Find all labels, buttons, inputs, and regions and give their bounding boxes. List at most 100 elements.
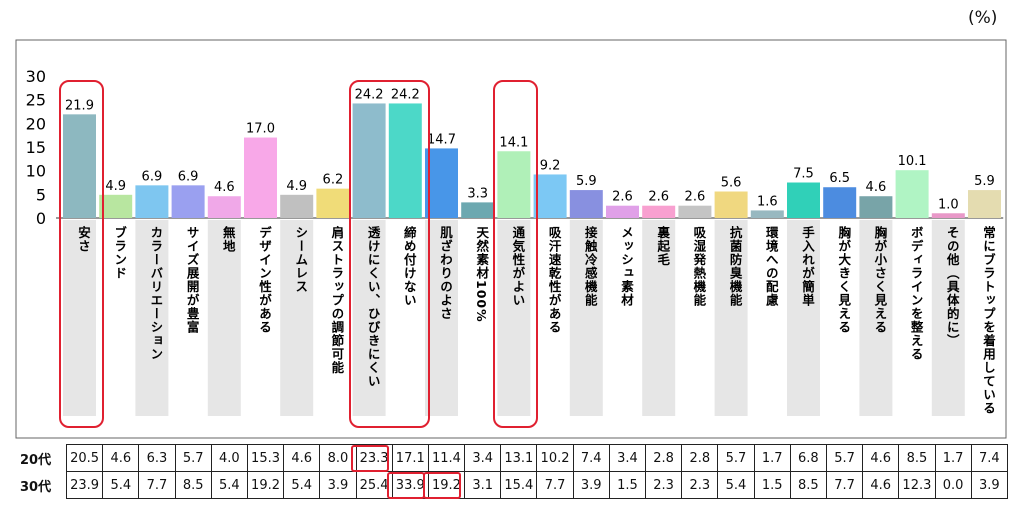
- table-cell: 4.0: [210, 444, 248, 472]
- table-cell: 19.2: [427, 471, 466, 499]
- y-tick-label: 25: [26, 91, 46, 110]
- bar: [678, 205, 712, 218]
- category-label: ブランド: [112, 225, 127, 280]
- bar: [497, 151, 531, 218]
- category-label: 常にブラトップを着用している: [981, 225, 996, 415]
- bar-value-label: 1.6: [757, 194, 778, 209]
- table-cell: 8.5: [789, 471, 827, 499]
- bar: [63, 114, 96, 218]
- category-label: 肩ストラップの調節可能: [329, 225, 344, 375]
- category-label: 安さ: [76, 225, 91, 253]
- table-cell: 10.2: [536, 444, 574, 472]
- bar: [352, 103, 386, 218]
- table-cell: 25.4: [355, 471, 393, 499]
- bar-value-label: 4.6: [214, 180, 235, 195]
- bar-value-label: 10.1: [898, 154, 927, 169]
- table-cell: 4.6: [102, 444, 140, 472]
- bar: [606, 205, 639, 218]
- bar-value-label: 4.6: [866, 180, 887, 195]
- table-cell: 8.5: [174, 471, 212, 499]
- table-cell: 5.4: [283, 471, 321, 499]
- category-label: カラーバリエーション: [148, 226, 163, 361]
- bar: [968, 190, 1001, 218]
- bar: [207, 196, 241, 218]
- table-cell: 7.4: [970, 444, 1008, 472]
- category-label: 無地: [221, 225, 236, 253]
- bar-value-label: 2.6: [612, 190, 633, 205]
- category-label: 天然素材100%: [474, 226, 489, 323]
- label-column-bg: [207, 220, 241, 416]
- bar: [714, 191, 748, 218]
- category-label: 胸が小さく見える: [872, 225, 887, 334]
- table-cell: 17.1: [391, 444, 429, 472]
- category-label: 肌ざわりのよさ: [438, 225, 453, 321]
- bar: [461, 202, 495, 218]
- bar-value-label: 6.9: [178, 169, 199, 184]
- table-cell: 5.4: [210, 471, 248, 499]
- table-cell: 11.4: [427, 444, 466, 472]
- label-column-bg: [931, 220, 965, 416]
- label-column-bg: [352, 220, 386, 416]
- bar-value-label: 2.6: [648, 190, 669, 205]
- label-column-bg: [859, 220, 893, 416]
- bar: [135, 185, 169, 218]
- label-column-bg: [787, 220, 820, 416]
- table-cell: 5.4: [717, 471, 755, 499]
- category-label: メッシュ素材: [619, 226, 634, 307]
- table-cell: 19.2: [246, 471, 285, 499]
- bar-value-label: 14.7: [427, 132, 456, 147]
- bar: [750, 210, 784, 218]
- category-label: 接触冷感機能: [583, 225, 598, 307]
- label-column-bg: [63, 220, 96, 416]
- table-cell: 1.7: [934, 444, 972, 472]
- category-label: ボディラインを整える: [909, 226, 924, 361]
- table-cell: 3.9: [572, 471, 610, 499]
- table-cell: 6.3: [138, 444, 176, 472]
- row-label: 20代: [20, 452, 52, 468]
- table-cell: 7.4: [572, 444, 610, 472]
- table-cell: 7.7: [825, 471, 864, 499]
- category-label: サイズ展開が豊富: [185, 226, 200, 334]
- table-cell: 3.4: [608, 444, 647, 472]
- label-column-bg: [714, 220, 748, 416]
- category-label: 裏起毛: [655, 225, 670, 267]
- label-column-bg: [569, 220, 603, 416]
- bar: [823, 187, 857, 218]
- bar: [931, 213, 965, 218]
- breakdown-table: 20代 20.5 4.6 6.3 5.7 4.0 15.3 4.6 8.0 23.3 17.1 11.…: [16, 444, 1008, 499]
- bar-value-label: 3.3: [467, 186, 488, 201]
- table-cell: 20.5: [65, 444, 104, 472]
- table-cell: 5.4: [102, 471, 140, 499]
- bar: [99, 194, 133, 218]
- chart-frame: [15, 39, 1007, 439]
- table-cell: 4.6: [862, 444, 900, 472]
- table-cell: 33.9: [391, 471, 429, 499]
- table-cell: 7.7: [536, 471, 574, 499]
- bar: [244, 137, 277, 218]
- bar: [388, 103, 422, 218]
- table-cell: 0.0: [934, 471, 972, 499]
- category-label: その他（具体的に）: [945, 226, 960, 348]
- table-cell: 5.7: [825, 444, 864, 472]
- table-cell: 15.4: [500, 471, 538, 499]
- bar-value-label: 17.0: [246, 122, 275, 137]
- label-column-bg: [642, 220, 676, 416]
- category-label: 胸が大きく見える: [836, 225, 851, 334]
- y-tick-label: 10: [26, 162, 46, 181]
- table-cell: 7.7: [138, 471, 176, 499]
- table-cell: 3.9: [970, 471, 1008, 499]
- bar: [859, 196, 893, 218]
- bar-value-label: 14.1: [499, 135, 528, 150]
- table-row: 30代 23.9 5.4 7.7 8.5 5.4 19.2 5.4 3.9 25.4 33.9 19.…: [16, 471, 1008, 499]
- y-tick-label: 20: [26, 114, 46, 133]
- bar: [895, 170, 929, 218]
- unit-label: (%): [968, 8, 998, 28]
- row-label: 30代: [20, 479, 52, 495]
- label-column-bg: [135, 220, 169, 416]
- bar: [533, 174, 567, 218]
- bar-value-label: 5.6: [721, 175, 742, 190]
- category-label: 通気性がよい: [510, 225, 525, 307]
- category-label: 抗菌防臭機能: [728, 225, 743, 307]
- bar-chart: 0 5 10 15 20 25 30 21.9 4.9 6.9 6.9 4.6 17.0 4.9 6.2 2…: [15, 39, 1007, 439]
- table-cell: 1.5: [753, 471, 791, 499]
